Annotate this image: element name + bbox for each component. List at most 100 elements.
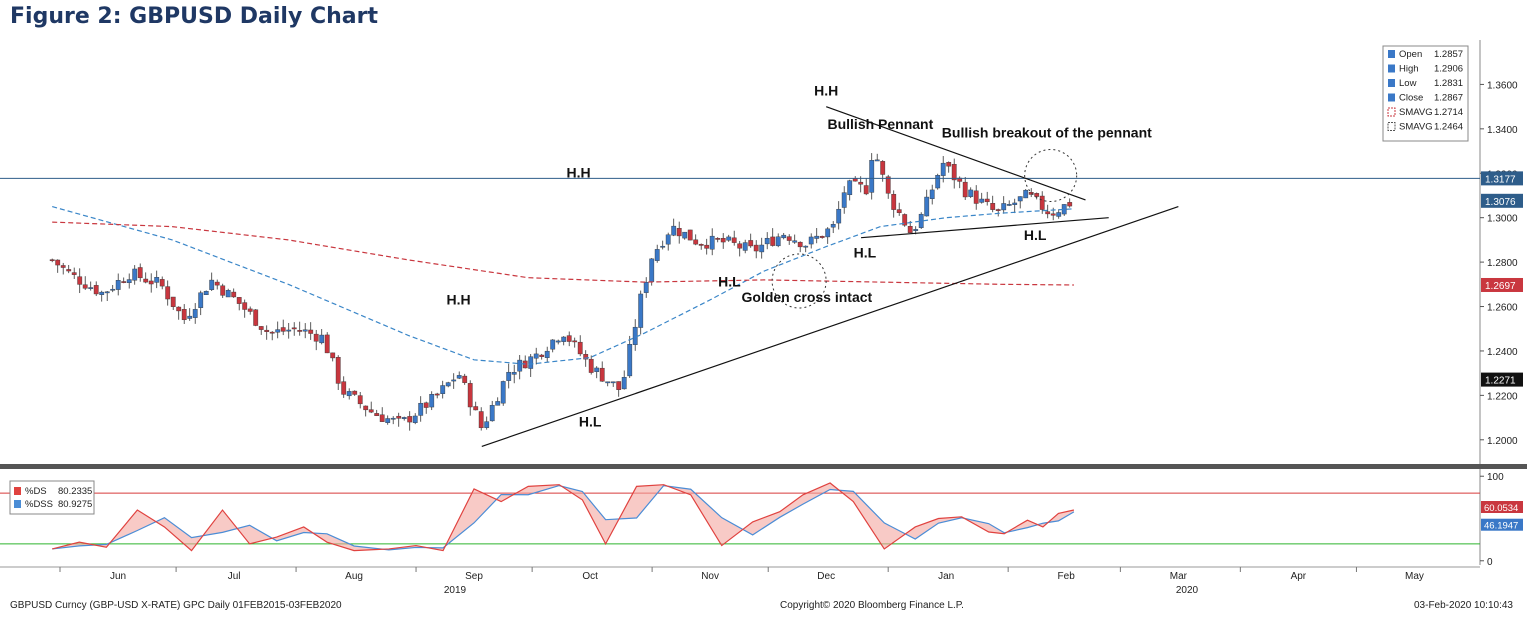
figure-title: Figure 2: GBPUSD Daily Chart (10, 4, 378, 29)
annotation-label: H.L (718, 274, 741, 290)
legend-value: 1.2906 (1434, 64, 1463, 75)
price-tick-label: 1.3400 (1487, 125, 1518, 136)
osc-legend-value: 80.9275 (58, 499, 92, 510)
legend-label: SMAVG (1399, 107, 1433, 118)
legend-value: 1.2831 (1434, 78, 1463, 89)
candle-down (159, 279, 165, 287)
panel-divider[interactable] (0, 464, 1527, 469)
price-tag-label: 1.3177 (1485, 174, 1516, 185)
candle-down (539, 354, 545, 357)
legend-swatch (1388, 64, 1395, 73)
annotation-label: H.H (566, 165, 590, 181)
candle-up (929, 189, 935, 199)
candle-up (489, 405, 495, 422)
annotation-label: H.L (1024, 227, 1047, 243)
candle-down (737, 243, 743, 249)
candle-up (517, 359, 523, 372)
candle-up (841, 192, 847, 208)
osc-value-tag (1481, 518, 1523, 531)
candle-up (874, 159, 880, 162)
candle-up (319, 334, 325, 344)
candle-down (858, 181, 864, 185)
candle-down (176, 306, 182, 312)
candle-up (544, 350, 550, 358)
price-tag (1481, 193, 1523, 208)
candle-up (781, 234, 787, 239)
candle-up (126, 279, 132, 284)
candle-down (907, 226, 913, 233)
candle-down (990, 203, 996, 210)
candle-up (682, 231, 688, 239)
candle-up (187, 315, 193, 319)
legend-swatch (1388, 50, 1395, 58)
candle-up (198, 292, 204, 308)
price-tag-label: 1.2697 (1485, 281, 1516, 292)
candle-down (121, 281, 127, 283)
candle-down (137, 267, 143, 279)
candle-up (935, 175, 941, 189)
candle-up (643, 282, 649, 293)
candle-down (880, 161, 886, 175)
candle-down (60, 265, 66, 268)
candle-down (143, 278, 149, 283)
legend-label: Close (1399, 93, 1423, 104)
stochastic-band (52, 483, 1074, 551)
annotation-label: H.L (854, 245, 877, 261)
candle-up (1001, 203, 1007, 211)
price-tag (1481, 277, 1523, 292)
dss-line (52, 484, 1075, 551)
candle-up (610, 381, 616, 384)
candle-up (495, 401, 501, 406)
candle-up (814, 235, 820, 239)
candle-up (550, 339, 556, 350)
candle-down (704, 244, 710, 249)
golden-cross-circle (771, 253, 827, 309)
candle-up (775, 236, 781, 247)
candle-down (313, 333, 319, 342)
candle-down (770, 236, 776, 246)
candle-down (698, 244, 704, 246)
candle-up (154, 277, 160, 283)
candle-up (561, 336, 567, 342)
candle-up (1017, 196, 1023, 202)
candle-down (357, 395, 363, 405)
legend-label: SMAVG (1399, 122, 1433, 133)
candle-up (385, 418, 391, 423)
month-tick-label: Nov (701, 571, 719, 582)
candle-down (896, 209, 902, 213)
candle-down (1045, 211, 1051, 215)
candle-up (632, 326, 638, 345)
candle-down (423, 402, 429, 408)
breakout-circle (1024, 148, 1078, 202)
candle-up (605, 381, 611, 384)
candle-down (258, 326, 264, 330)
candle-up (104, 291, 110, 294)
candle-up (88, 287, 94, 289)
price-tick-label: 1.3000 (1487, 214, 1518, 225)
candle-down (462, 375, 468, 383)
candle-up (412, 415, 418, 423)
candle-down (473, 406, 479, 411)
candle-down (66, 269, 72, 272)
candle-down (165, 286, 171, 300)
candle-down (676, 228, 682, 237)
candle-up (484, 421, 490, 428)
candle-up (390, 417, 396, 420)
legend-value: 1.2464 (1434, 122, 1463, 133)
candle-up (346, 391, 352, 397)
candle-down (1050, 213, 1056, 216)
price-tick-label: 1.2200 (1487, 391, 1518, 402)
candle-down (599, 367, 605, 382)
candle-down (368, 409, 374, 413)
candle-down (93, 285, 99, 295)
candle-down (885, 176, 891, 194)
candle-down (720, 238, 726, 243)
candle-up (511, 372, 517, 375)
month-tick-label: Dec (817, 571, 835, 582)
candle-up (456, 375, 462, 379)
candle-down (478, 411, 484, 429)
candle-down (902, 214, 908, 226)
candle-up (847, 180, 853, 196)
annotation-label: Golden cross intact (742, 289, 873, 305)
